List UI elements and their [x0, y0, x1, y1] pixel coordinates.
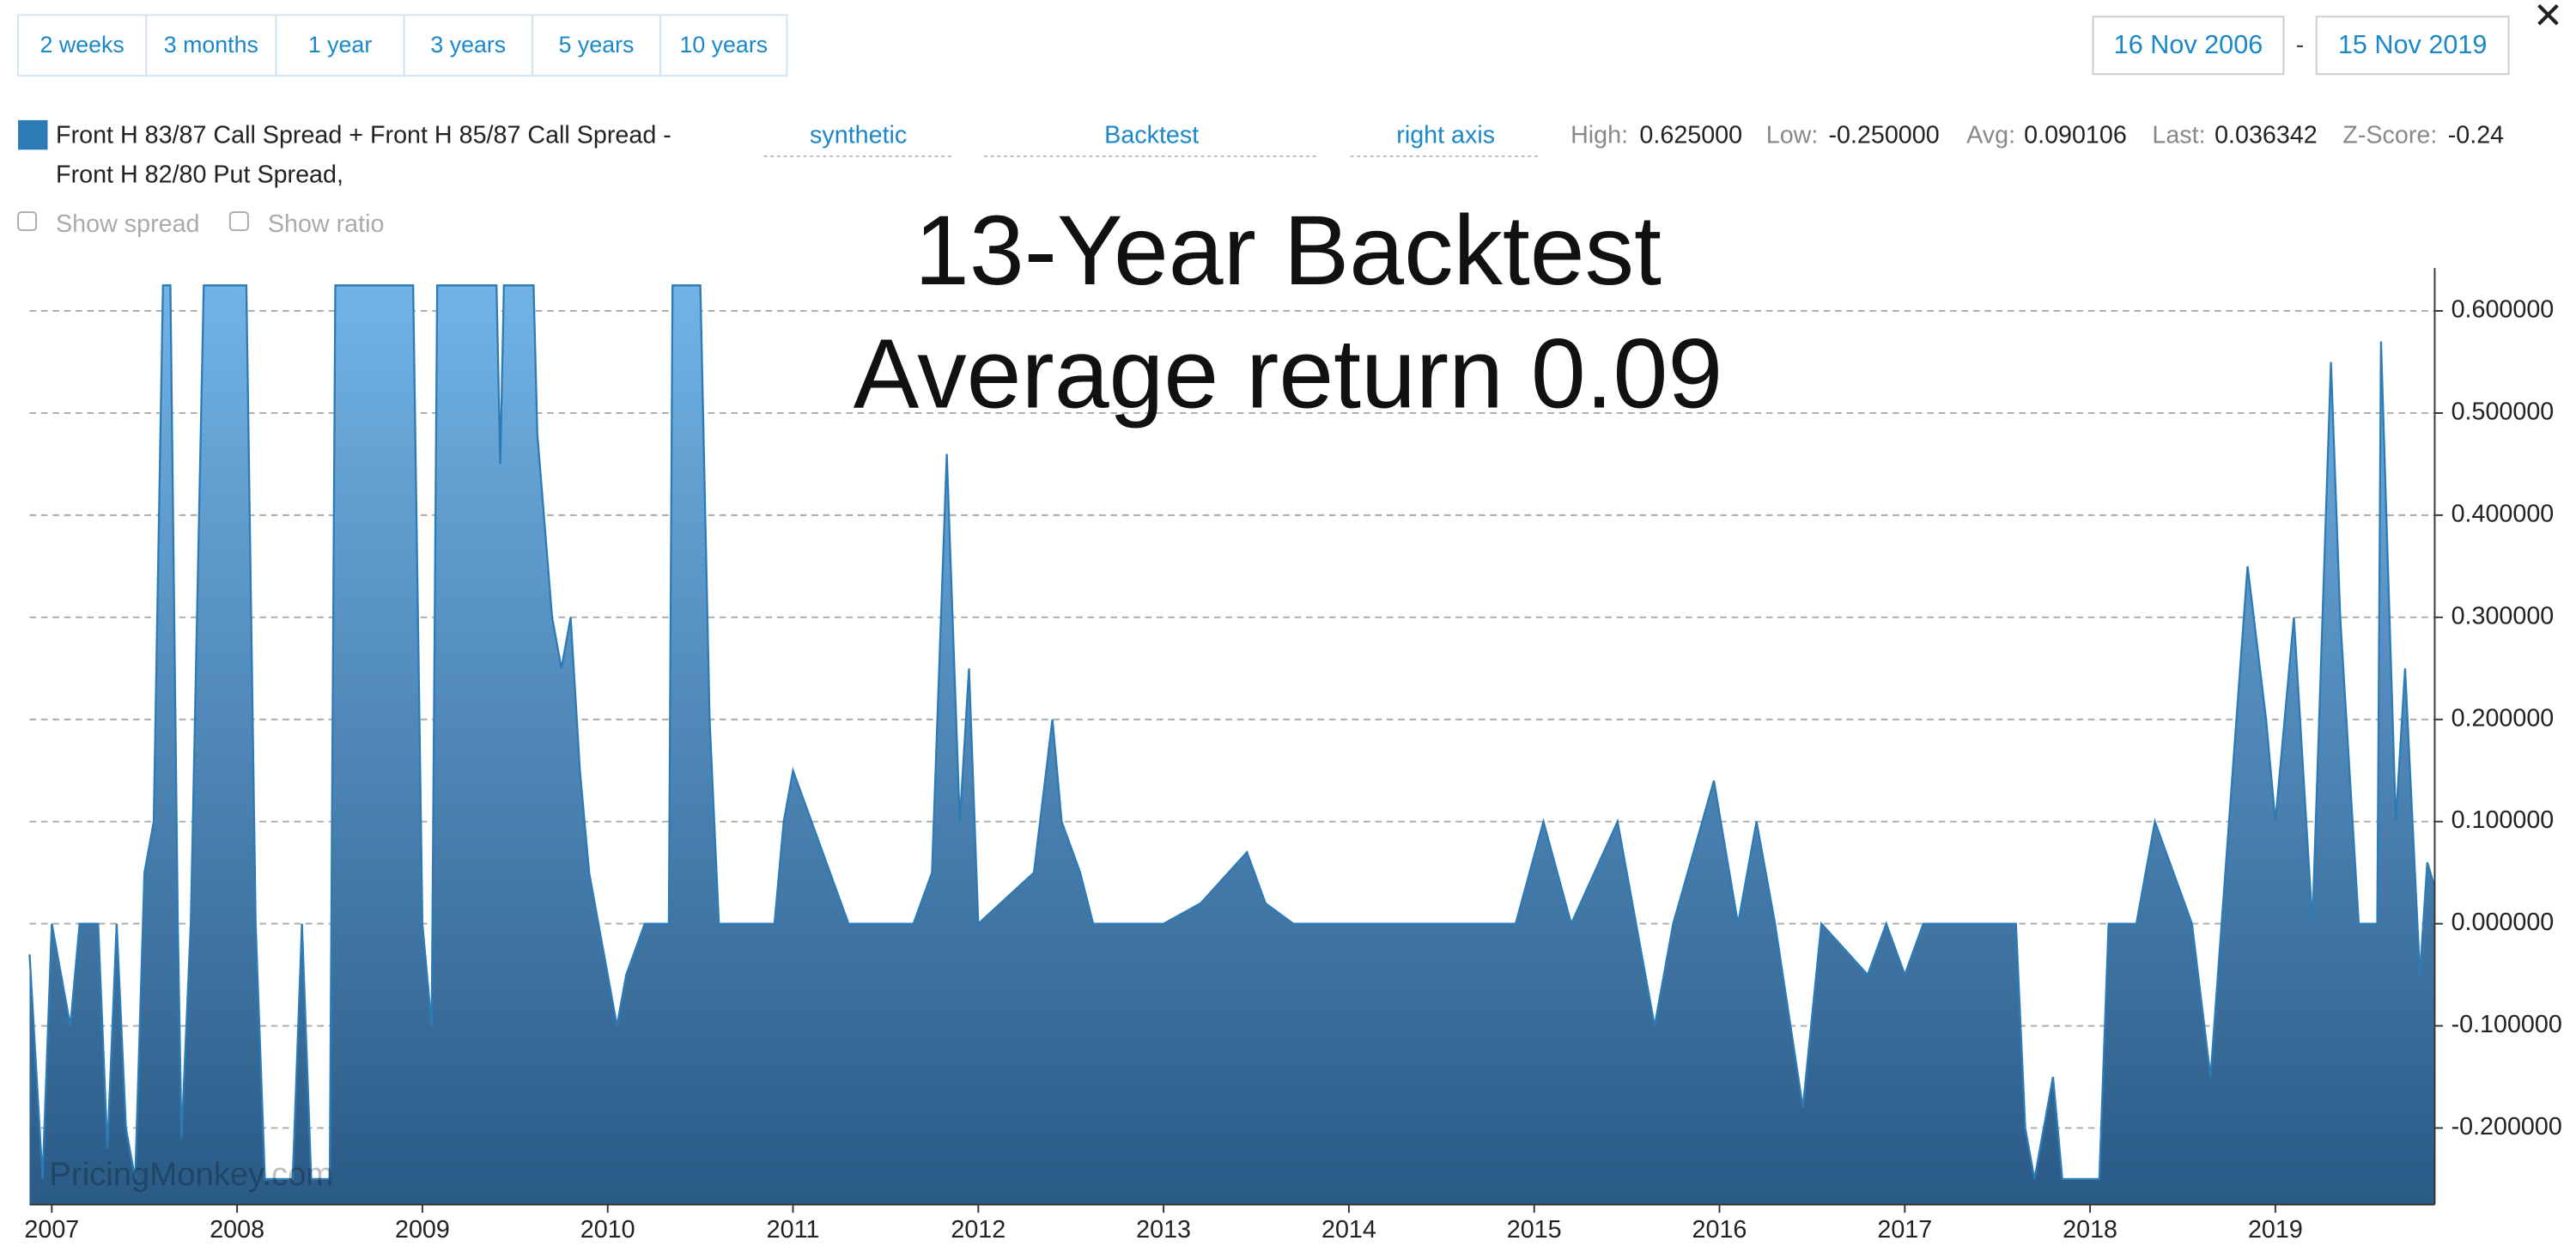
range-button[interactable] [275, 14, 405, 77]
legend-text: Front H 83/87 Call Spread + Front H 85/8… [56, 122, 671, 149]
y-tick-label: -0.200000 [2451, 1113, 2562, 1140]
y-tick-label: 0.000000 [2451, 909, 2555, 936]
y-tick-label: 0.300000 [2451, 602, 2555, 630]
checkbox[interactable] [17, 211, 38, 232]
x-tick-label: 2016 [1692, 1216, 1747, 1244]
date-input-text: 16 Nov 2006 [2114, 30, 2263, 59]
x-tick-label: 2007 [24, 1216, 79, 1244]
stat-label: High: [1571, 122, 1628, 149]
x-tick-label: 2018 [2063, 1216, 2117, 1244]
overlay-subtitle: Average return 0.09 [854, 319, 1722, 429]
stat-label: Avg: [1966, 122, 2015, 149]
range-button[interactable] [659, 14, 788, 77]
range-button[interactable] [403, 14, 533, 77]
area-line [28, 284, 2436, 1181]
y-tick-label: 0.100000 [2451, 806, 2555, 834]
legend-swatch [18, 119, 48, 150]
legend-text: Front H 82/80 Put Spread, [56, 161, 343, 189]
stat-label: Z-Score: [2342, 122, 2437, 149]
stat-value: -0.24 [2448, 122, 2504, 149]
date-input[interactable] [2315, 15, 2510, 76]
x-tick-label: 2008 [210, 1216, 264, 1244]
range-button-label: 10 years [679, 32, 768, 58]
x-tick-label: 2012 [951, 1216, 1005, 1244]
dropdown[interactable]: Backtest [1104, 122, 1199, 149]
x-tick-label: 2009 [395, 1216, 450, 1244]
range-button[interactable] [145, 14, 277, 77]
y-tick-label: 0.400000 [2451, 500, 2555, 527]
stat-value: 0.036342 [2215, 122, 2318, 149]
x-tick-label: 2015 [1507, 1216, 1562, 1244]
range-button-label: 3 months [164, 32, 258, 58]
watermark: PricingMonkey.com [49, 1156, 333, 1193]
range-button-label: 1 year [308, 32, 372, 58]
dropdown[interactable]: synthetic [810, 122, 907, 149]
date-input-text: 15 Nov 2019 [2338, 30, 2488, 59]
close-icon[interactable]: ✕ [2533, 0, 2563, 35]
x-tick-label: 2014 [1321, 1216, 1376, 1244]
range-button-label: 3 years [430, 32, 506, 58]
x-tick-label: 2019 [2248, 1216, 2303, 1244]
stat-label: Low: [1766, 122, 1819, 149]
range-button[interactable] [17, 14, 148, 77]
y-tick-label: 0.200000 [2451, 704, 2555, 732]
date-input[interactable] [2092, 15, 2285, 76]
dropdown[interactable]: right axis [1396, 122, 1495, 149]
checkbox-label: Show spread [56, 210, 199, 238]
date-separator: - [2296, 31, 2305, 58]
stat-value: 0.625000 [1639, 122, 1742, 149]
x-tick-label: 2011 [767, 1216, 820, 1244]
checkbox-label: Show ratio [268, 210, 385, 238]
range-button-label: 5 years [559, 32, 635, 58]
y-tick-label: 0.500000 [2451, 398, 2555, 426]
overlay-title: 13-Year Backtest [914, 196, 1662, 306]
range-button[interactable] [531, 14, 662, 77]
x-tick-label: 2017 [1877, 1216, 1932, 1244]
stat-label: Last: [2152, 122, 2205, 149]
stat-value: 0.090106 [2024, 122, 2127, 149]
y-tick-label: 0.600000 [2451, 296, 2555, 324]
x-tick-label: 2013 [1136, 1216, 1191, 1244]
stat-value: -0.250000 [1828, 122, 1939, 149]
range-button-label: 2 weeks [40, 32, 125, 58]
x-tick-label: 2010 [580, 1216, 635, 1244]
area [29, 285, 2435, 1205]
y-tick-label: -0.100000 [2451, 1011, 2562, 1038]
chart-area: -0.200000 -0.100000 0.000000 0.100000 0.2000… [24, 268, 2562, 1244]
checkbox[interactable] [228, 211, 249, 232]
